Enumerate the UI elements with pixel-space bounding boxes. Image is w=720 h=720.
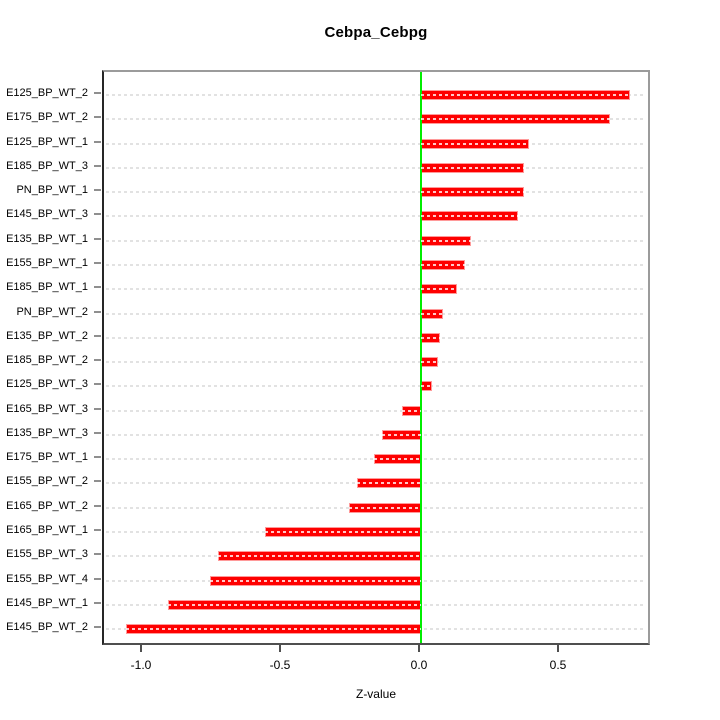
grid-line-over-bar <box>421 166 524 169</box>
category-label: E185_BP_WT_2 <box>6 354 88 367</box>
x-tick-label: -1.0 <box>130 658 152 672</box>
plot-area <box>102 70 650 645</box>
y-axis-tick <box>94 359 101 362</box>
y-axis-tick <box>94 577 101 580</box>
x-tick-label: 0.0 <box>410 658 428 672</box>
category-label: E185_BP_WT_1 <box>6 281 88 294</box>
grid-line-over-bar <box>265 531 421 534</box>
grid-line <box>106 312 646 315</box>
grid-line-over-bar <box>421 361 438 364</box>
y-axis-tick <box>94 213 101 216</box>
y-axis-tick <box>94 431 101 434</box>
grid-line <box>106 361 646 364</box>
y-axis-tick <box>94 237 101 240</box>
x-axis-tick <box>279 645 281 652</box>
y-axis-tick <box>94 261 101 264</box>
grid-line-over-bar <box>421 191 524 194</box>
category-label: E185_BP_WT_3 <box>6 159 88 172</box>
grid-line-over-bar <box>357 482 421 485</box>
grid-line-over-bar <box>421 336 441 339</box>
chart-title: Cebpa_Cebpg <box>324 24 428 41</box>
y-axis-tick <box>94 480 101 483</box>
category-label: E165_BP_WT_2 <box>6 499 88 512</box>
grid-line <box>106 263 646 266</box>
y-axis-tick <box>94 504 101 507</box>
y-axis-tick <box>94 334 101 337</box>
category-label: PN_BP_WT_2 <box>16 305 88 318</box>
category-label: E155_BP_WT_2 <box>6 475 88 488</box>
grid-line-over-bar <box>168 603 421 606</box>
y-axis-tick <box>94 456 101 459</box>
y-axis-tick <box>94 601 101 604</box>
category-label: E155_BP_WT_3 <box>6 548 88 561</box>
grid-line-over-bar <box>401 409 421 412</box>
grid-line <box>106 118 646 121</box>
grid-line <box>106 409 646 412</box>
y-axis-tick <box>94 189 101 192</box>
y-axis-tick <box>94 116 101 119</box>
y-axis-tick <box>94 529 101 532</box>
category-label: E125_BP_WT_2 <box>6 87 88 99</box>
y-axis-tick <box>94 286 101 289</box>
category-label: E135_BP_WT_2 <box>6 329 88 342</box>
grid-line <box>106 288 646 291</box>
y-axis-tick <box>94 92 101 94</box>
category-label: E145_BP_WT_1 <box>6 596 88 609</box>
category-label: E165_BP_WT_3 <box>6 402 88 415</box>
y-axis-tick <box>94 164 101 167</box>
grid-line-over-bar <box>373 458 421 461</box>
grid-line-over-bar <box>421 312 444 315</box>
category-label: E145_BP_WT_3 <box>6 208 88 221</box>
grid-line-over-bar <box>218 555 421 558</box>
grid-line-over-bar <box>421 94 630 96</box>
category-label: E125_BP_WT_1 <box>6 135 88 148</box>
category-label: E155_BP_WT_1 <box>6 256 88 269</box>
y-axis-tick <box>94 626 101 629</box>
grid-line-over-bar <box>421 215 519 218</box>
category-label: E155_BP_WT_4 <box>6 572 88 585</box>
grid-line <box>106 239 646 242</box>
y-axis-tick <box>94 140 101 143</box>
category-label: E165_BP_WT_1 <box>6 524 88 537</box>
category-label: E135_BP_WT_1 <box>6 232 88 245</box>
grid-line <box>106 433 646 436</box>
grid-line <box>106 215 646 218</box>
x-tick-label: 0.5 <box>549 658 567 672</box>
category-label: PN_BP_WT_1 <box>16 184 88 197</box>
grid-line-over-bar <box>421 239 472 242</box>
grid-line-over-bar <box>421 142 530 145</box>
x-tick-label: -0.5 <box>269 658 291 672</box>
y-axis-tick <box>94 383 101 386</box>
category-label: E125_BP_WT_3 <box>6 378 88 391</box>
zero-reference-line <box>420 72 422 643</box>
grid-line-over-bar <box>348 506 421 509</box>
grid-line <box>106 385 646 388</box>
grid-line <box>106 94 646 96</box>
grid-line <box>106 336 646 339</box>
grid-line-over-bar <box>421 288 458 291</box>
grid-line <box>106 166 646 169</box>
x-axis-tick <box>557 645 559 652</box>
y-axis-tick <box>94 310 101 313</box>
grid-line-over-bar <box>421 385 433 388</box>
x-axis-tick <box>418 645 420 652</box>
x-axis-label: Z-value <box>355 687 396 701</box>
grid-line-over-bar <box>421 118 611 121</box>
x-axis-tick <box>140 645 142 652</box>
y-axis-tick <box>94 553 101 556</box>
grid-line-over-bar <box>382 433 421 436</box>
grid-line <box>106 191 646 194</box>
grid-line <box>106 142 646 145</box>
category-label: E135_BP_WT_3 <box>6 426 88 439</box>
y-axis-tick <box>94 407 101 410</box>
category-label: E145_BP_WT_2 <box>6 621 88 634</box>
category-label: E175_BP_WT_2 <box>6 111 88 124</box>
grid-line-over-bar <box>421 263 466 266</box>
grid-line-over-bar <box>209 579 421 582</box>
category-label: E175_BP_WT_1 <box>6 451 88 464</box>
grid-line-over-bar <box>126 628 421 631</box>
